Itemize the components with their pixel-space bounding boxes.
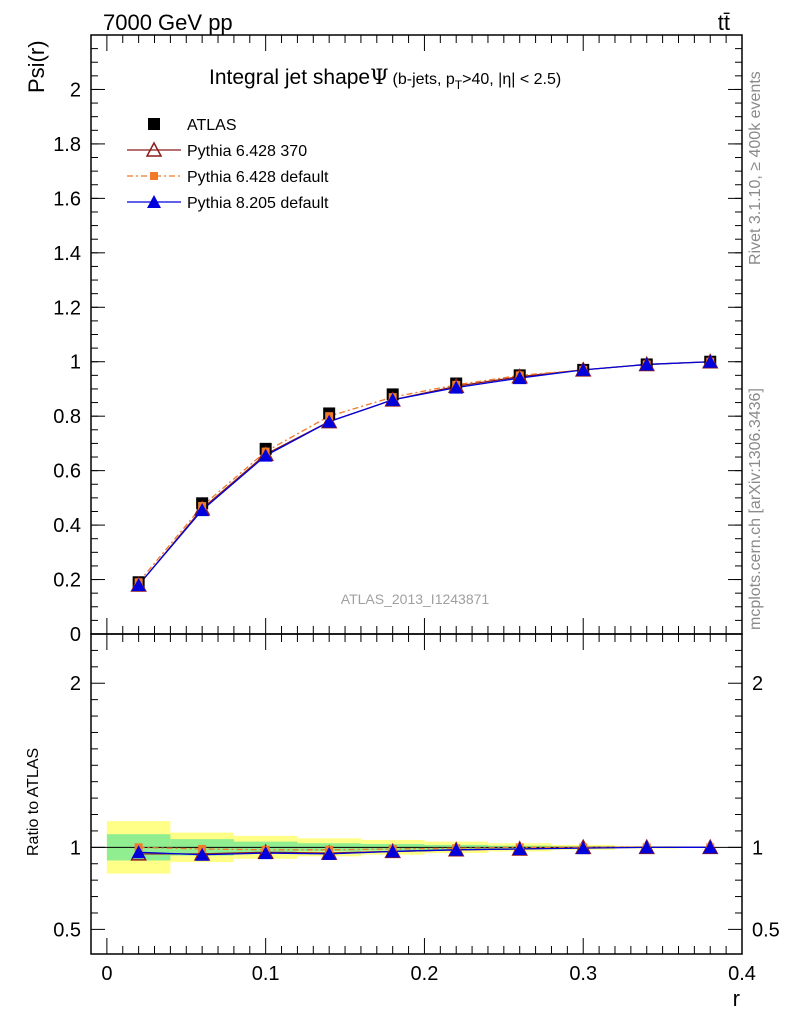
- legend-marker: [148, 118, 160, 130]
- y-tick-label: 0.2: [53, 570, 81, 592]
- y-tick-label: 0.6: [53, 461, 81, 483]
- y-tick-label: 1.6: [53, 188, 81, 210]
- y-tick-label: 0.4: [53, 515, 81, 537]
- ratio-y-tick-label: 0.5: [53, 919, 81, 941]
- data-point-s3: [322, 414, 337, 428]
- legend: ATLAS Pythia 6.428 370 Pythia 6.428 defaul…: [127, 117, 329, 212]
- data-point-s3: [639, 357, 654, 371]
- ratio-point-s2: [195, 847, 210, 861]
- series-line-2: [138, 361, 711, 583]
- y-tick-label: 1: [70, 352, 81, 374]
- x-tick-label: 0.1: [252, 963, 280, 985]
- main-plot-ticks: 0 0.2 0.4 0.6 0.8 1 1.2 1.4 1.6 1.8 2: [53, 34, 743, 646]
- data-point-s3: [449, 380, 464, 394]
- legend-marker: [147, 195, 161, 208]
- ratio-point-s2: [385, 844, 400, 858]
- analysis-watermark: ATLAS_2013_I1243871: [341, 591, 490, 607]
- data-point-s3: [512, 371, 527, 385]
- ratio-point-s2: [703, 840, 718, 854]
- ratio-plot-series: [130, 838, 719, 861]
- legend-label: Pythia 8.205 default: [187, 195, 329, 212]
- ratio-point-s2: [639, 840, 654, 854]
- ratio-point-s2: [449, 842, 464, 856]
- y-tick-label: 1.2: [53, 297, 81, 319]
- series-line-1: [138, 361, 711, 586]
- x-tick-label: 0.3: [569, 963, 597, 985]
- main-plot-series: [130, 353, 719, 592]
- y-tick-label: 2: [70, 79, 81, 101]
- ratio-point-s2: [322, 846, 337, 860]
- y-tick-label: 0: [70, 624, 81, 646]
- x-tick-label: 0.2: [411, 963, 439, 985]
- ratio-y-tick-label-right: 1: [752, 837, 763, 859]
- ratio-y-tick-label: 1: [70, 837, 81, 859]
- ratio-y-tick-label: 2: [70, 673, 81, 695]
- data-point-s3: [703, 354, 718, 368]
- y-tick-label: 1.8: [53, 134, 81, 156]
- x-tick-label: 0: [101, 963, 112, 985]
- mcplots-label: mcplots.cern.ch [arXiv:1306.3436]: [747, 388, 764, 630]
- legend-marker: [150, 172, 158, 180]
- y-tick-label: 0.8: [53, 406, 81, 428]
- ratio-y-tick-label-right: 0.5: [752, 919, 780, 941]
- ratio-point-s2: [258, 846, 273, 860]
- ratio-plot-frame: [90, 633, 743, 955]
- energy-label: 7000 GeV pp: [103, 10, 233, 35]
- legend-label: ATLAS: [187, 117, 237, 134]
- ratio-series-line-2: [138, 846, 711, 856]
- data-point-s3: [195, 503, 210, 517]
- ratio-point-s2: [131, 845, 146, 859]
- ratio-point-s2: [512, 841, 527, 855]
- data-point-s3: [576, 362, 591, 376]
- ratio-ylabel: Ratio to ATLAS: [25, 748, 42, 856]
- legend-label: Pythia 6.428 370: [187, 143, 307, 160]
- series-line-3: [138, 361, 711, 586]
- data-point-s3: [131, 577, 146, 591]
- x-tick-label: 0.4: [728, 963, 756, 985]
- x-axis-label: r: [733, 986, 740, 1011]
- legend-marker: [145, 141, 163, 157]
- data-point-s3: [258, 448, 273, 462]
- ratio-point-s2: [576, 841, 591, 855]
- chart-title: Integral jet shapeΨ (b-jets, pT>40, |η| <…: [209, 65, 561, 92]
- ratio-y-tick-label-right: 2: [752, 673, 763, 695]
- data-point-s3: [385, 392, 400, 406]
- process-label: tt̄: [718, 10, 730, 35]
- legend-label: Pythia 6.428 default: [187, 169, 329, 186]
- ratio-plot-ticks: 0.5 0.5 1 1 2 2 0 0.1 0.2 0.3 0.4: [53, 634, 780, 985]
- main-ylabel: Psi(r): [24, 40, 49, 93]
- rivet-label: Rivet 3.1.10, ≥ 400k events: [747, 71, 764, 265]
- y-tick-label: 1.4: [53, 243, 81, 265]
- ratio-plot: 0.5 0.5 1 1 2 2 0 0.1 0.2 0.3 0.4 Ratio to ATLAS r: [25, 633, 780, 1011]
- main-plot: 0 0.2 0.4 0.6 0.8 1 1.2 1.4 1.6 1.8 2 Psi(r) Integ…: [24, 34, 743, 646]
